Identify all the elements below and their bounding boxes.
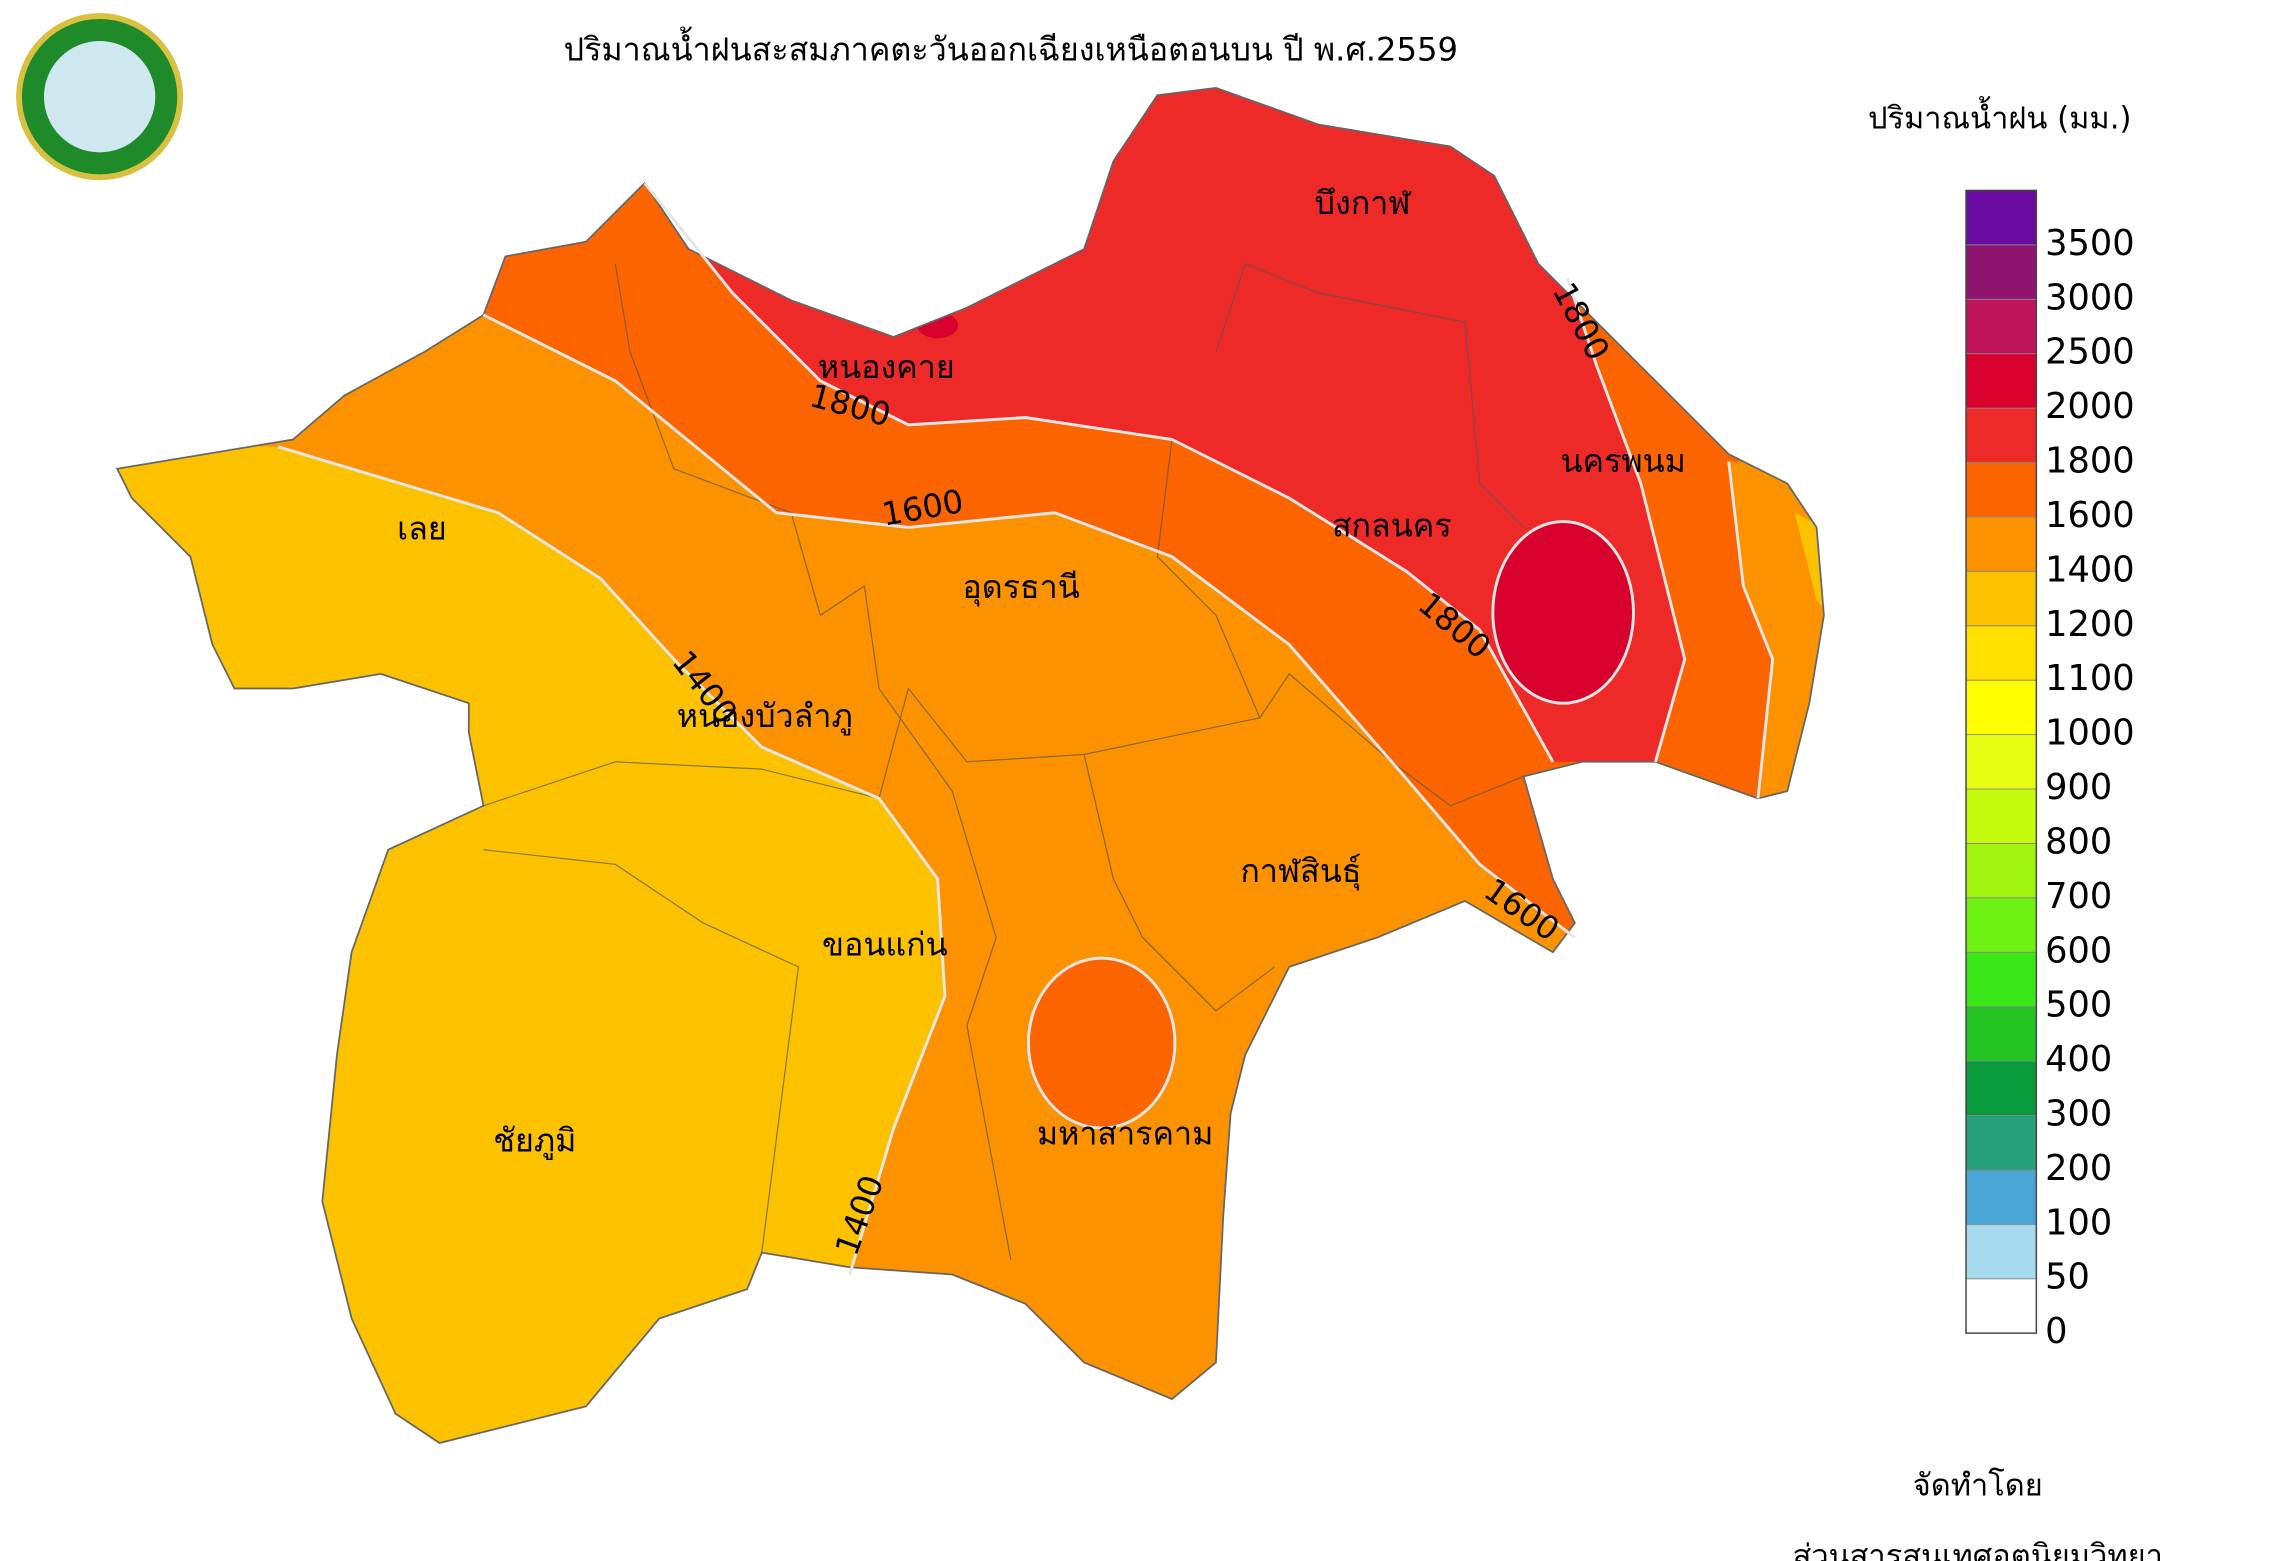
legend-label: 100 (2045, 1202, 2112, 1243)
legend-label: 200 (2045, 1148, 2112, 1189)
band (1028, 958, 1175, 1129)
province-borders (483, 262, 1525, 1261)
band (1492, 521, 1634, 704)
legend-swatch (1965, 1115, 2037, 1171)
legend-label: 900 (2045, 767, 2112, 808)
legend-title: ปริมาณน้ำฝน (มม.) (1868, 96, 2132, 137)
legend-label: 2000 (2045, 386, 2134, 427)
legend-swatch (1965, 1278, 2037, 1334)
legend-label: 3000 (2045, 277, 2134, 318)
legend-label: 700 (2045, 876, 2112, 917)
legend-swatch (1965, 407, 2037, 463)
logo-inner (43, 41, 156, 153)
legend-swatch (1965, 353, 2037, 409)
legend-swatch (1965, 897, 2037, 953)
legend-label: 1600 (2045, 495, 2134, 536)
legend-swatch (1965, 951, 2037, 1008)
legend-swatch (1965, 788, 2037, 844)
province-label: นครพนม (1561, 442, 1686, 480)
credit: จัดทำโดย (1913, 1467, 2043, 1503)
legend-swatch (1965, 298, 2037, 355)
province-label: อุดรธานี (962, 568, 1079, 607)
province-label: หนองบัวลำภู (677, 697, 853, 736)
legend-label: 800 (2045, 821, 2112, 862)
legend-label: 3500 (2045, 223, 2134, 264)
legend-swatch (1965, 625, 2037, 681)
province-label: ชัยภูมิ (493, 1122, 576, 1161)
legend-label: 400 (2045, 1039, 2112, 1080)
legend-swatch (1965, 842, 2037, 899)
legend-label: 1800 (2045, 441, 2134, 482)
legend-swatch (1965, 679, 2037, 736)
province-label: สกลนคร (1332, 506, 1452, 544)
legend-swatch (1965, 190, 2037, 246)
legend-frame (1965, 189, 2038, 1334)
legend-swatch (1965, 462, 2037, 518)
legend-label: 0 (2045, 1311, 2067, 1352)
legend-label: 600 (2045, 930, 2112, 971)
province-label: บึงกาฬ (1315, 184, 1412, 222)
legend-swatch (1965, 1169, 2037, 1225)
legend-label: 300 (2045, 1093, 2112, 1134)
legend-label: 1400 (2045, 549, 2134, 590)
legend-swatch (1965, 1006, 2037, 1062)
legend-label: 500 (2045, 985, 2112, 1026)
legend-swatch (1965, 734, 2037, 790)
legend-label: 50 (2045, 1257, 2090, 1298)
legend-label: 1100 (2045, 658, 2134, 699)
legend-swatch (1965, 570, 2037, 627)
legend-swatch (1965, 516, 2037, 572)
province-label: มหาสารคาม (1037, 1114, 1214, 1152)
map-title: ปริมาณน้ำฝนสะสมภาคตะวันออกเฉียงเหนือตอนบ… (564, 25, 1458, 68)
legend-swatch (1965, 244, 2037, 300)
province-label: เลย (397, 509, 447, 547)
legend-label: 1200 (2045, 604, 2134, 645)
province-label: กาฬสินธุ์ (1240, 852, 1361, 891)
legend-label: 1000 (2045, 713, 2134, 754)
legend-swatch (1965, 1223, 2037, 1280)
province-label: ขอนแก่น (822, 925, 948, 963)
contour-lines (277, 182, 1775, 1275)
legend-label: 2500 (2045, 332, 2134, 373)
credit: ส่วนสารสนเทศอุตุนิยมวิทยา (1793, 1538, 2163, 1561)
legend-swatch (1965, 1060, 2037, 1116)
province-label: หนองคาย (818, 348, 955, 386)
